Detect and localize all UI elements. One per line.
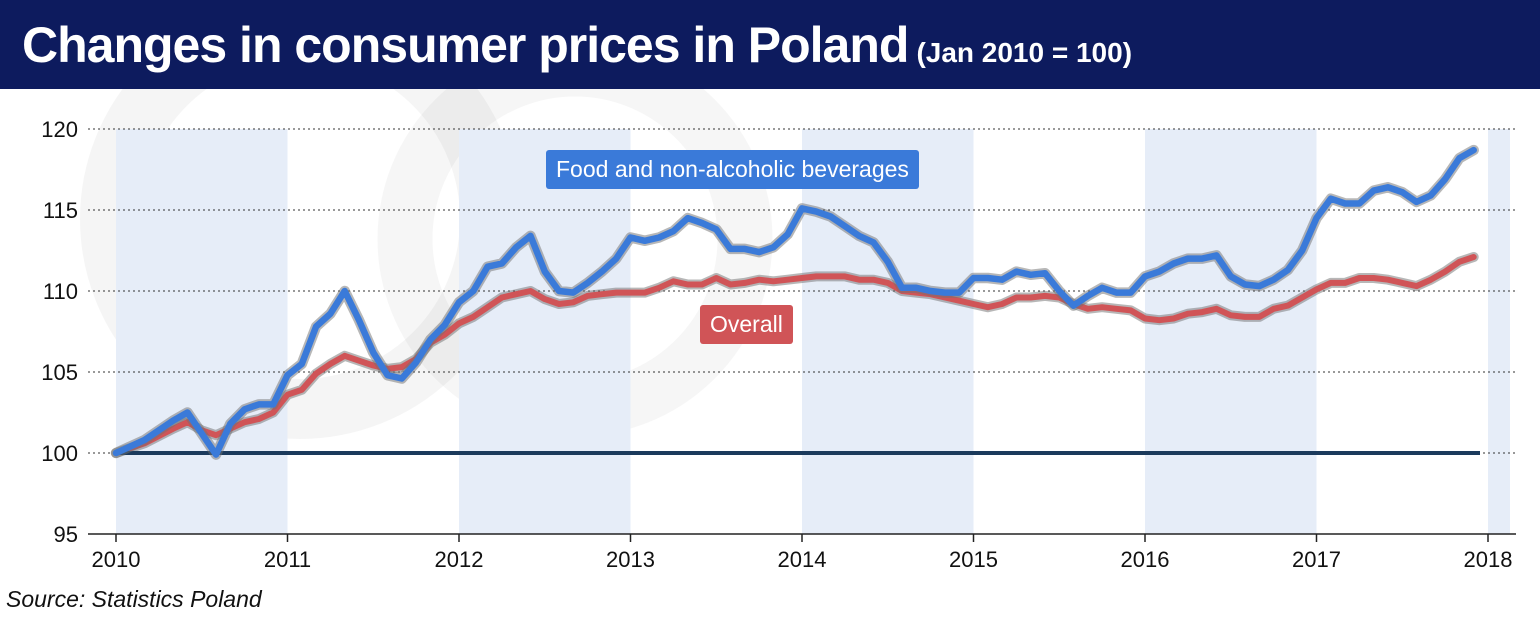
- year-band-2016: [1145, 129, 1317, 534]
- year-band-2018: [1488, 129, 1510, 534]
- y-tick-105: 105: [41, 360, 78, 385]
- y-tick-115: 115: [43, 198, 78, 223]
- x-axis: 2010 2011 2012 2013 2014 2015 2016 2017 2018: [88, 533, 1516, 572]
- chart-subtitle: (Jan 2010 = 100): [916, 37, 1133, 68]
- x-tick-2014: 2014: [778, 547, 827, 572]
- title-bar: Changes in consumer prices in Poland (Jan…: [0, 0, 1540, 89]
- source-note: Source: Statistics Poland: [6, 586, 262, 612]
- x-tick-2012: 2012: [435, 547, 484, 572]
- legend-overall: Overall: [700, 305, 793, 344]
- x-tick-2016: 2016: [1121, 547, 1170, 572]
- y-tick-100: 100: [41, 441, 78, 466]
- chart-title: Changes in consumer prices in Poland (Jan…: [22, 10, 1132, 88]
- y-tick-120: 120: [41, 117, 78, 142]
- y-tick-95: 95: [54, 522, 78, 547]
- x-tick-2018: 2018: [1464, 547, 1513, 572]
- y-axis: 95 100 105 110 115 120: [41, 117, 78, 547]
- series-lines: [110, 144, 1480, 460]
- year-bands: [116, 129, 1510, 534]
- legend-food: Food and non-alcoholic beverages: [546, 150, 919, 189]
- chart-title-text: Changes in consumer prices in Poland: [22, 17, 909, 73]
- series-food-line: [112, 146, 1477, 458]
- y-tick-110: 110: [43, 279, 78, 304]
- x-tick-2015: 2015: [949, 547, 998, 572]
- x-tick-2013: 2013: [606, 547, 655, 572]
- x-tick-2017: 2017: [1292, 547, 1341, 572]
- x-tick-2011: 2011: [264, 547, 311, 572]
- series-overall-line: [113, 254, 1477, 456]
- year-band-2012: [459, 129, 631, 534]
- x-tick-2010: 2010: [92, 547, 141, 572]
- year-band-2014: [802, 129, 974, 534]
- year-band-2010: [116, 129, 288, 534]
